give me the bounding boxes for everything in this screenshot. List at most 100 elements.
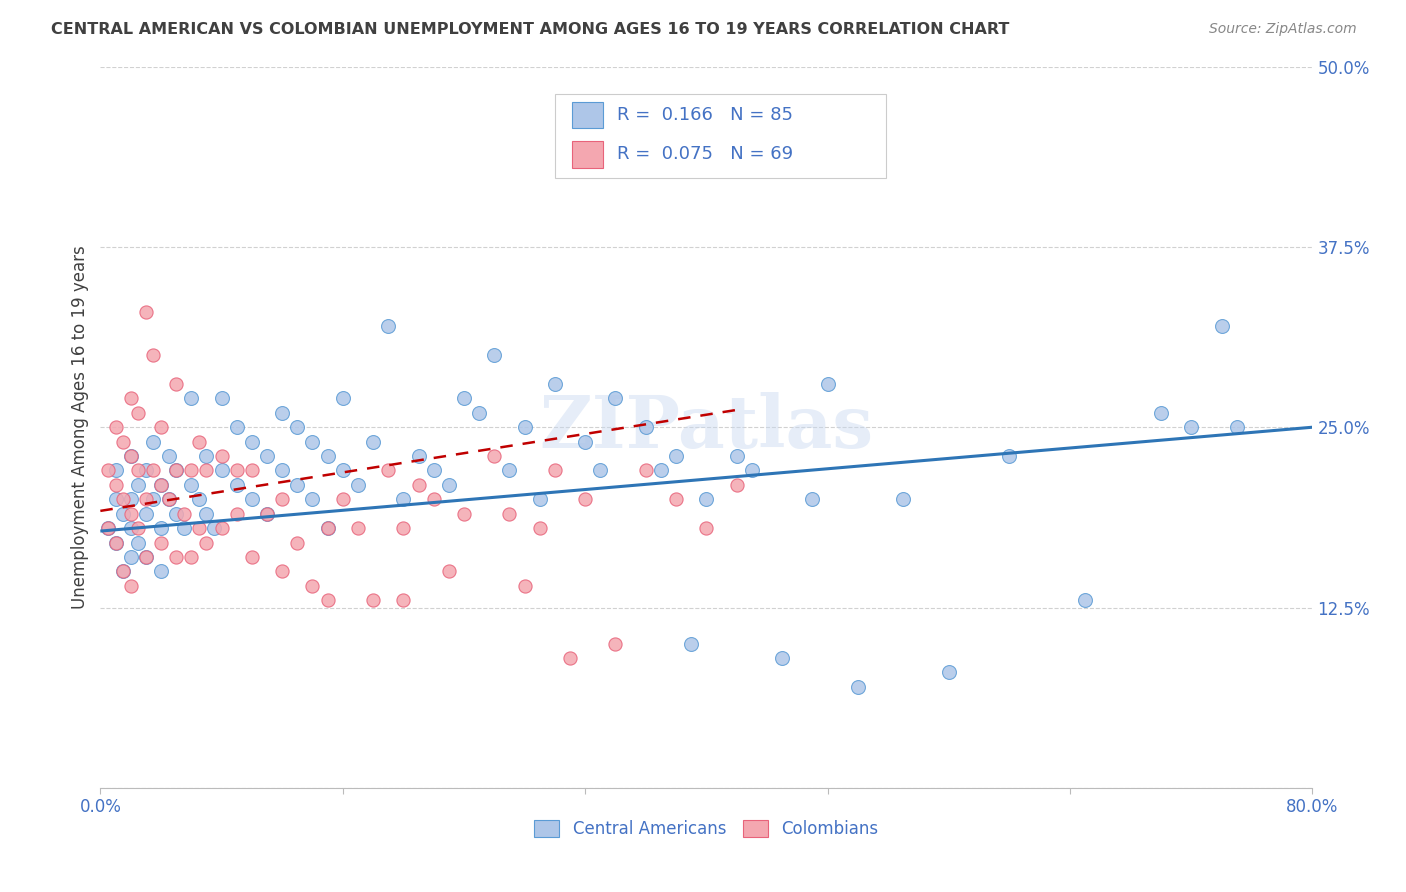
Point	[741, 463, 763, 477]
Point	[998, 449, 1021, 463]
Point	[1150, 406, 1173, 420]
Point	[725, 449, 748, 463]
Point	[665, 449, 688, 463]
Point	[104, 535, 127, 549]
Point	[225, 507, 247, 521]
Text: Source: ZipAtlas.com: Source: ZipAtlas.com	[1209, 22, 1357, 37]
Point	[195, 535, 218, 549]
Point	[574, 434, 596, 449]
Point	[544, 376, 567, 391]
Point	[165, 463, 187, 477]
Point	[97, 521, 120, 535]
Point	[225, 463, 247, 477]
Point	[135, 507, 157, 521]
Point	[173, 521, 195, 535]
Point	[377, 319, 399, 334]
Point	[558, 651, 581, 665]
Point	[301, 579, 323, 593]
Point	[211, 449, 233, 463]
Point	[211, 392, 233, 406]
Point	[361, 593, 384, 607]
Point	[157, 492, 180, 507]
Text: R =  0.166   N = 85: R = 0.166 N = 85	[617, 106, 793, 124]
Point	[112, 507, 135, 521]
Point	[634, 420, 657, 434]
Point	[195, 507, 218, 521]
Point	[605, 637, 627, 651]
Point	[240, 463, 263, 477]
Point	[529, 521, 551, 535]
Point	[142, 434, 165, 449]
Point	[135, 305, 157, 319]
Point	[271, 463, 294, 477]
Point	[142, 492, 165, 507]
Point	[453, 507, 475, 521]
Point	[127, 406, 149, 420]
Point	[271, 406, 294, 420]
Point	[135, 463, 157, 477]
Point	[240, 492, 263, 507]
Point	[195, 463, 218, 477]
Point	[104, 478, 127, 492]
Point	[112, 492, 135, 507]
Point	[605, 392, 627, 406]
Text: CENTRAL AMERICAN VS COLOMBIAN UNEMPLOYMENT AMONG AGES 16 TO 19 YEARS CORRELATION: CENTRAL AMERICAN VS COLOMBIAN UNEMPLOYME…	[51, 22, 1010, 37]
Point	[120, 521, 142, 535]
Point	[127, 535, 149, 549]
Point	[529, 492, 551, 507]
Point	[574, 492, 596, 507]
Point	[332, 492, 354, 507]
Point	[770, 651, 793, 665]
Point	[202, 521, 225, 535]
Point	[120, 392, 142, 406]
Point	[104, 535, 127, 549]
Point	[120, 449, 142, 463]
Point	[112, 565, 135, 579]
Point	[301, 434, 323, 449]
Point	[408, 478, 430, 492]
Point	[112, 434, 135, 449]
Point	[120, 549, 142, 564]
Point	[271, 492, 294, 507]
Point	[422, 492, 444, 507]
Point	[211, 521, 233, 535]
Point	[127, 521, 149, 535]
Point	[332, 392, 354, 406]
Point	[135, 492, 157, 507]
Point	[149, 535, 172, 549]
Point	[316, 521, 339, 535]
Point	[104, 492, 127, 507]
Point	[120, 507, 142, 521]
Point	[817, 376, 839, 391]
Point	[97, 521, 120, 535]
Point	[665, 492, 688, 507]
Point	[149, 420, 172, 434]
Point	[347, 478, 370, 492]
Point	[135, 549, 157, 564]
Point	[173, 507, 195, 521]
Point	[112, 565, 135, 579]
Point	[127, 463, 149, 477]
Point	[695, 521, 717, 535]
Point	[149, 565, 172, 579]
Point	[256, 449, 278, 463]
Point	[180, 463, 202, 477]
Point	[544, 463, 567, 477]
Point	[104, 463, 127, 477]
Text: ZIPatlas: ZIPatlas	[540, 392, 873, 463]
Point	[97, 463, 120, 477]
Point	[157, 449, 180, 463]
Point	[149, 478, 172, 492]
Point	[634, 463, 657, 477]
Point	[1226, 420, 1249, 434]
Point	[104, 420, 127, 434]
Point	[225, 420, 247, 434]
Point	[453, 392, 475, 406]
Point	[316, 521, 339, 535]
Point	[285, 535, 308, 549]
Point	[846, 680, 869, 694]
Point	[650, 463, 672, 477]
Point	[157, 492, 180, 507]
Point	[120, 579, 142, 593]
Point	[392, 492, 415, 507]
